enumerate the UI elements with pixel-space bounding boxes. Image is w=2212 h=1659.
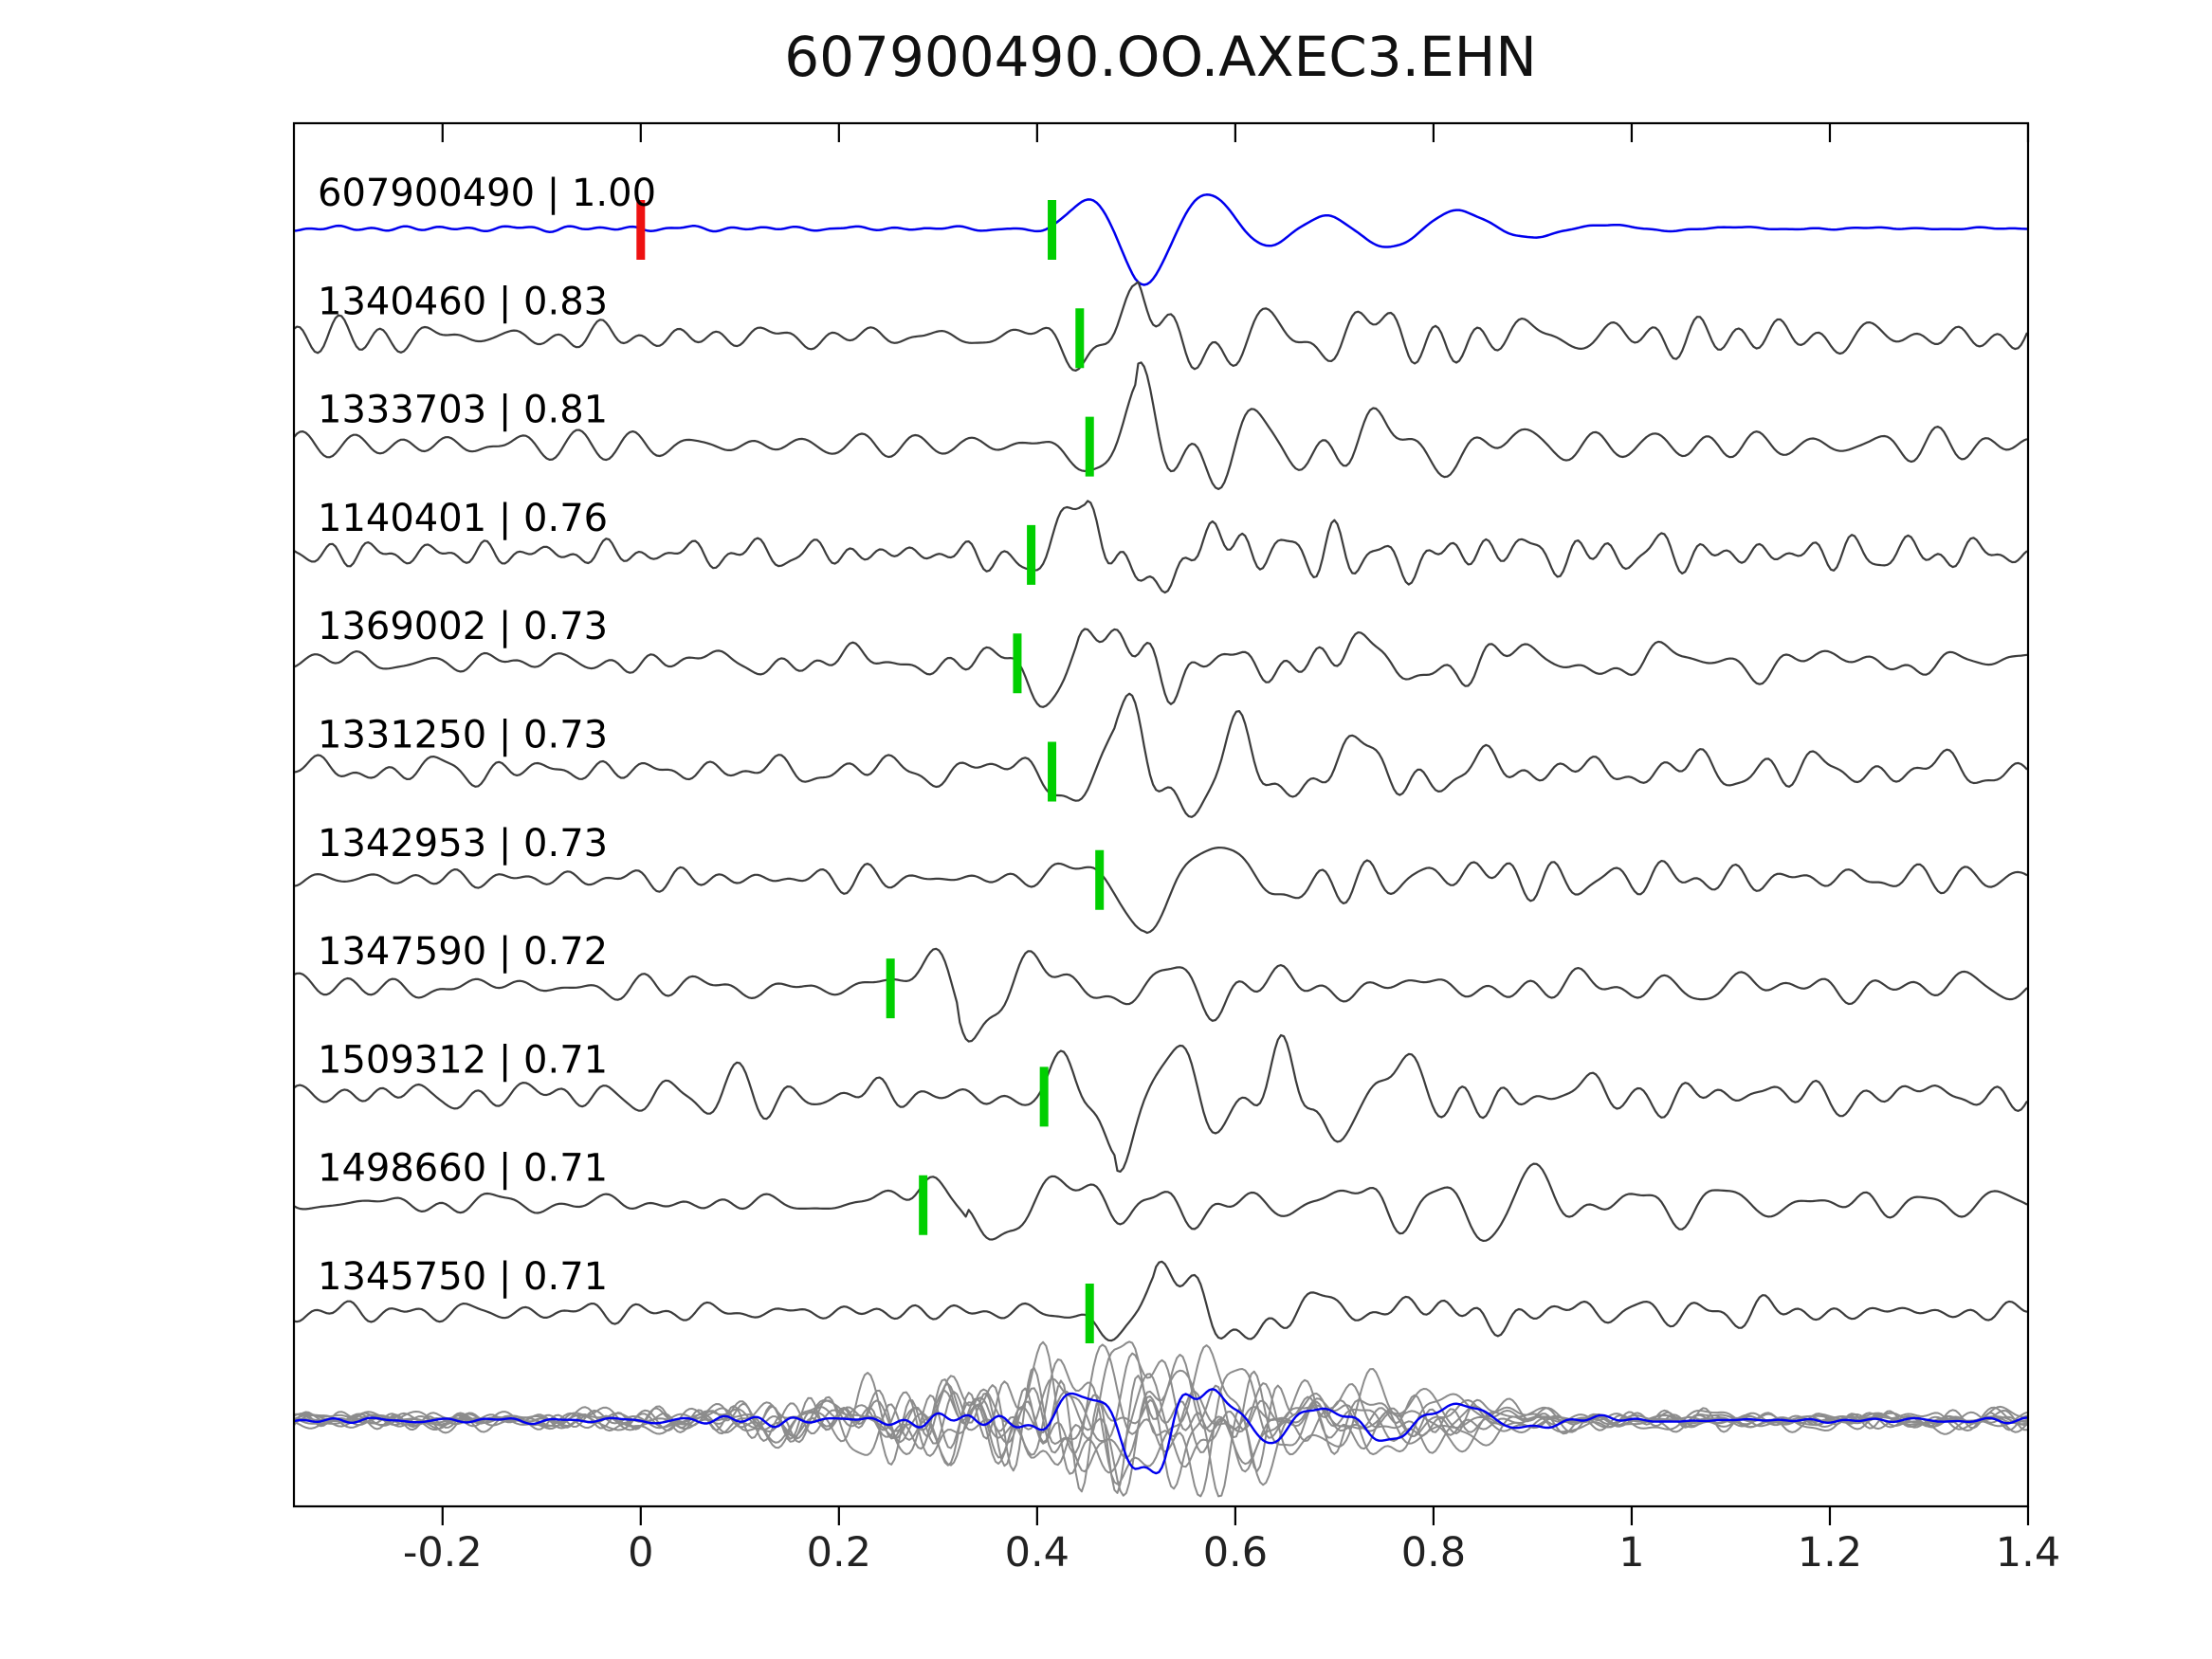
x-tick-label: 0.2 — [807, 1529, 871, 1577]
x-tick-label: 0.8 — [1401, 1529, 1466, 1577]
x-tick-label: 0 — [628, 1529, 653, 1577]
waveform-trace — [294, 628, 2028, 708]
x-tick-label: 1.4 — [1996, 1529, 2060, 1577]
waveform-trace — [294, 361, 2028, 491]
x-tick-label: 1 — [1618, 1529, 1644, 1577]
chart-title: 607900490.OO.AXEC3.EHN — [784, 25, 1536, 89]
x-tick-label: 0.4 — [1005, 1529, 1069, 1577]
trace-label: 1369002 | 0.73 — [318, 605, 608, 648]
waveform-trace — [294, 692, 2028, 818]
trace-label: 1345750 | 0.71 — [318, 1255, 608, 1299]
template-trace — [294, 193, 2028, 286]
waveform-trace — [294, 947, 2028, 1043]
trace-label: 1333703 | 0.81 — [318, 389, 608, 432]
trace-label: 1498660 | 0.71 — [318, 1147, 608, 1191]
trace-label: 1347590 | 0.72 — [318, 930, 608, 974]
plot-area-border — [292, 121, 2030, 1508]
overlay-template-trace — [294, 1388, 2028, 1475]
x-tick-label: -0.2 — [403, 1529, 483, 1577]
waveform-trace — [294, 500, 2028, 594]
waveforms-group — [294, 193, 2028, 1498]
waveform-trace — [294, 1033, 2028, 1174]
trace-label: 1509312 | 0.71 — [318, 1038, 608, 1082]
trace-label: 1342953 | 0.73 — [318, 822, 608, 866]
waveform-trace — [294, 1162, 2028, 1243]
trace-label: 1331250 | 0.73 — [318, 714, 608, 757]
waveform-trace — [294, 1260, 2028, 1342]
trace-label: 1340460 | 0.83 — [318, 280, 608, 323]
trace-label: 607900490 | 1.00 — [318, 172, 656, 215]
waveform-trace — [294, 281, 2028, 372]
waveform-trace — [294, 846, 2028, 935]
overlay-trace — [294, 1340, 2028, 1468]
trace-label: 1140401 | 0.76 — [318, 497, 608, 540]
x-tick-label: 0.6 — [1203, 1529, 1268, 1577]
x-tick-label: 1.2 — [1798, 1529, 1862, 1577]
